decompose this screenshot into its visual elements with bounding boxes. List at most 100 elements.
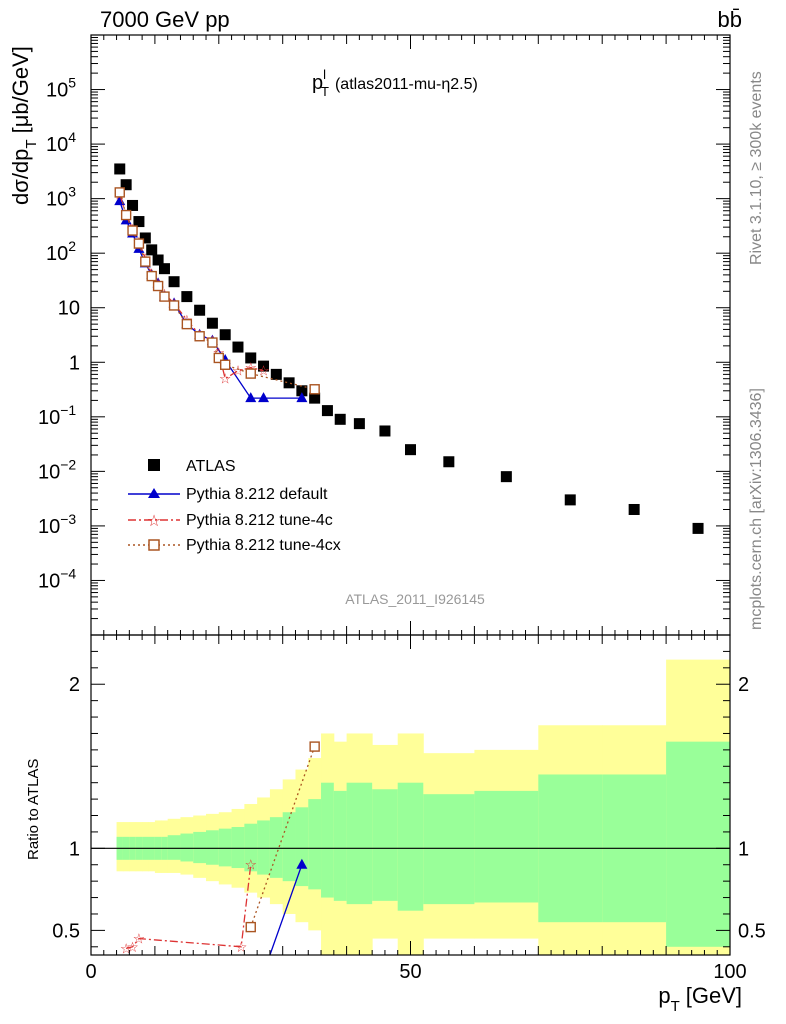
- data-point: [296, 392, 308, 403]
- ratio-point: [245, 921, 256, 933]
- y-tick-label: 103: [46, 184, 76, 211]
- data-point: [245, 368, 256, 379]
- y-tick-label: 10−4: [38, 565, 76, 592]
- data-point: [353, 418, 365, 430]
- series-3: [114, 187, 320, 395]
- series-0: [114, 163, 704, 534]
- data-point: [321, 405, 333, 417]
- legend-label-default: Pythia 8.212 default: [186, 486, 328, 503]
- legend-entry-tune-4cx: Pythia 8.212 tune-4cx: [128, 537, 341, 554]
- ratio-tick-label: 0.5: [52, 920, 80, 942]
- data-point: [127, 199, 139, 211]
- axes: 0 50 100 10−4 10−3 10−2 10−1 1 10 102 103 104 105 0.5…: [38, 34, 766, 983]
- y-tick-label: 102: [46, 238, 76, 265]
- data-point: [152, 280, 164, 292]
- data-point: [245, 352, 257, 364]
- green-band-bin: [231, 827, 245, 869]
- data-point: [379, 425, 391, 437]
- data-point: [206, 317, 218, 329]
- ratio-line: [250, 746, 316, 928]
- data-point: [114, 187, 125, 198]
- process-label: bb̄: [718, 7, 742, 32]
- green-band-bin: [372, 789, 399, 901]
- green-band-bin: [167, 835, 181, 860]
- ratio-line: [269, 864, 303, 956]
- green-band-bin: [218, 828, 233, 867]
- legend-marker-atlas: [148, 459, 160, 471]
- data-point: [405, 444, 416, 456]
- data-point: [309, 392, 321, 404]
- data-point: [443, 456, 455, 468]
- green-band-bin: [295, 807, 309, 887]
- data-point: [168, 300, 180, 311]
- data-point: [146, 244, 158, 256]
- data-point: [181, 318, 193, 330]
- ratio-series-0: [269, 858, 308, 956]
- y-tick-label: 10−1: [38, 402, 76, 429]
- green-band-bin: [282, 812, 296, 882]
- data-point: ☆: [257, 363, 270, 379]
- ratio-point: [296, 858, 308, 869]
- legend: ATLAS Pythia 8.212 default ☆ Pythia 8.21…: [128, 458, 341, 554]
- ratio-tick-label: 1: [69, 838, 80, 860]
- green-band-bin: [423, 794, 475, 905]
- data-point: [140, 256, 151, 267]
- x-axis-label: pT [GeV]: [658, 983, 742, 1015]
- data-point: [500, 471, 512, 483]
- data-point: [245, 392, 257, 403]
- green-band-bin: [244, 823, 258, 872]
- ratio-tick-label-right: 2: [738, 674, 749, 696]
- green-band-bin: [397, 782, 424, 911]
- ratio-point: ☆: [235, 939, 248, 955]
- green-band-bin: [346, 782, 373, 905]
- mcplots-label: mcplots.cern.ch [arXiv:1306.3436]: [748, 388, 765, 630]
- ratio-series-2: [245, 741, 320, 933]
- green-band-bin: [321, 782, 335, 898]
- legend-label-atlas: ATLAS: [186, 458, 236, 475]
- ratio-plot-area: ☆☆☆☆☆: [91, 741, 730, 956]
- data-point: [133, 216, 145, 228]
- data-point: [146, 270, 157, 282]
- data-point: [692, 522, 704, 534]
- legend-entry-atlas: ATLAS: [148, 458, 236, 475]
- data-point: [120, 179, 132, 191]
- plot-title: pl T (atlas2011-mu-η2.5): [312, 67, 478, 99]
- data-point: [158, 263, 170, 275]
- green-band-bin: [180, 833, 194, 862]
- ratio-tick-label: 2: [69, 674, 80, 696]
- legend-marker-default: [148, 488, 160, 498]
- data-point: ☆: [232, 363, 245, 379]
- data-point: [628, 503, 640, 515]
- x-tick-label: 100: [713, 961, 746, 983]
- y-tick-label: 104: [46, 129, 76, 156]
- data-point: [120, 209, 132, 221]
- y-tick-label: 10−3: [38, 511, 76, 538]
- data-point: [168, 276, 180, 288]
- green-band-bin: [269, 817, 284, 878]
- ratio-point: ☆: [133, 931, 146, 947]
- y-tick-label: 1: [69, 352, 80, 374]
- y-tick-label: 10−2: [38, 456, 76, 483]
- ratio-tick-label-right: 1: [738, 838, 749, 860]
- data-point: [564, 494, 576, 506]
- green-band-bin: [257, 820, 271, 875]
- data-point: [283, 377, 295, 389]
- data-point: [232, 341, 244, 353]
- series-line: [119, 200, 302, 399]
- green-band-bin: [333, 790, 348, 901]
- data-point: [334, 413, 346, 425]
- legend-label-tune-4cx: Pythia 8.212 tune-4cx: [186, 537, 341, 554]
- collision-label: 7000 GeV pp: [100, 7, 230, 32]
- data-point: [296, 385, 308, 397]
- data-point: [219, 329, 231, 341]
- y-tick-label: 10: [58, 298, 80, 320]
- green-band-bin: [474, 790, 539, 903]
- ratio-uncertainty-bands: [116, 659, 731, 955]
- ratio-point: ☆: [244, 857, 257, 873]
- green-band-bin: [666, 741, 731, 947]
- y-tick-label: 105: [46, 75, 76, 102]
- data-point: [133, 238, 145, 249]
- legend-entry-default: Pythia 8.212 default: [128, 486, 328, 503]
- data-point: [213, 352, 225, 364]
